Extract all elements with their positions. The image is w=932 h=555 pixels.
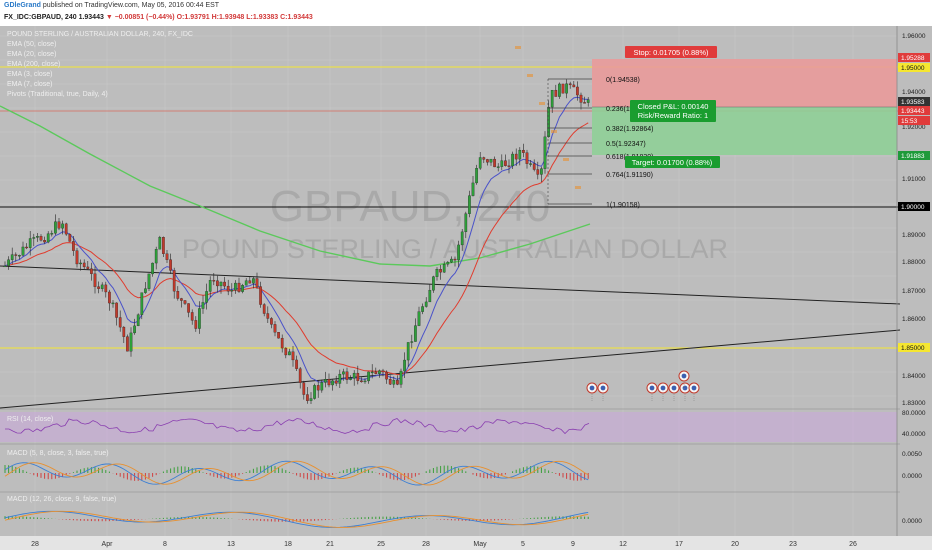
rsi-line bbox=[5, 418, 590, 435]
symbol-line: FX_IDC:GBPAUD, 240 1.93443 ▼ −0.00851 (−… bbox=[4, 14, 313, 22]
svg-text:1.91883: 1.91883 bbox=[901, 153, 925, 160]
publish-line: GDleGrand published on TradingView.com, … bbox=[4, 2, 219, 10]
svg-text:1.92000: 1.92000 bbox=[902, 124, 926, 131]
svg-text:Risk/Reward Ratio: 1: Risk/Reward Ratio: 1 bbox=[638, 111, 708, 120]
price-chart-svg[interactable]: GBPAUD, 240 POUND STERLING / AUSTRALIAN … bbox=[0, 26, 932, 536]
svg-text:1.93443: 1.93443 bbox=[901, 108, 925, 115]
svg-text:0.382(1.92864): 0.382(1.92864) bbox=[606, 126, 653, 133]
svg-text:0(1.94538): 0(1.94538) bbox=[606, 77, 640, 84]
legend-ema200[interactable]: EMA (200, close) bbox=[7, 61, 61, 68]
symbol-title: FX_IDC:GBPAUD, 240 bbox=[4, 14, 77, 21]
svg-text:1.89000: 1.89000 bbox=[902, 232, 926, 239]
svg-text:Target: 0.01700 (0.88%): Target: 0.01700 (0.88%) bbox=[632, 158, 713, 167]
time-tick: Apr bbox=[102, 541, 114, 548]
target-label: Target: 0.01700 (0.88%) bbox=[625, 156, 720, 168]
time-tick: 20 bbox=[731, 541, 739, 548]
time-tick: 25 bbox=[377, 541, 385, 548]
indicator-legend: POUND STERLING / AUSTRALIAN DOLLAR, 240,… bbox=[7, 30, 193, 100]
time-tick: 28 bbox=[31, 541, 39, 548]
stop-label: Stop: 0.01705 (0.88%) bbox=[625, 46, 717, 58]
time-tick: 8 bbox=[163, 541, 167, 548]
time-tick: 23 bbox=[789, 541, 797, 548]
candlestick-series bbox=[3, 79, 590, 405]
svg-text:1.87000: 1.87000 bbox=[902, 288, 926, 295]
ascending-trendline[interactable] bbox=[0, 329, 901, 409]
svg-text:1.84000: 1.84000 bbox=[902, 373, 926, 380]
svg-text:Stop: 0.01705 (0.88%): Stop: 0.01705 (0.88%) bbox=[633, 48, 709, 57]
ema-200-line bbox=[0, 105, 591, 267]
ohlc-values: O:1.93791 H:1.93948 L:1.93383 C:1.93443 bbox=[176, 14, 313, 21]
macd2-pane: 0.0000 bbox=[0, 491, 922, 528]
svg-text:Closed P&L: 0.00140: Closed P&L: 0.00140 bbox=[638, 102, 709, 111]
price-change: ▼ −0.00851 (−0.44%) bbox=[105, 14, 175, 21]
time-tick: 18 bbox=[284, 541, 292, 548]
rsi-tick-bottom: 40.0000 bbox=[902, 431, 926, 438]
legend-ema7[interactable]: EMA (7, close) bbox=[7, 81, 53, 88]
time-axis[interactable]: 28 Apr 8 13 18 21 25 28 May 5 9 12 17 20 23 26 bbox=[0, 536, 932, 550]
macd1-pane: 0.0050 0.0000 bbox=[0, 443, 922, 486]
svg-text:0.764(1.91190): 0.764(1.91190) bbox=[606, 172, 653, 179]
svg-text:15:53: 15:53 bbox=[901, 118, 918, 125]
macd2-tick-zero: 0.0000 bbox=[902, 518, 922, 525]
svg-text:1.91000: 1.91000 bbox=[902, 176, 926, 183]
published-text: published on TradingView.com, May 05, 20… bbox=[42, 2, 220, 9]
price-axis[interactable]: 1.96000 1.94000 1.92000 1.91000 1.89000 1.880… bbox=[898, 33, 930, 407]
time-tick: 17 bbox=[675, 541, 683, 548]
svg-text:1(1.90158): 1(1.90158) bbox=[606, 202, 640, 209]
macd2-label[interactable]: MACD (12, 26, close, 9, false, true) bbox=[7, 496, 117, 503]
author-link[interactable]: GDleGrand bbox=[4, 2, 41, 9]
svg-text:1.85000: 1.85000 bbox=[901, 345, 925, 352]
svg-text:1.94000: 1.94000 bbox=[902, 89, 926, 96]
legend-title: POUND STERLING / AUSTRALIAN DOLLAR, 240,… bbox=[7, 31, 193, 38]
svg-text:0.236(1.93...: 0.236(1.93... bbox=[606, 106, 645, 113]
publish-header: GDleGrand published on TradingView.com, … bbox=[0, 0, 932, 26]
svg-text:1.86000: 1.86000 bbox=[902, 316, 926, 323]
time-tick: 9 bbox=[571, 541, 575, 548]
svg-text:1.90000: 1.90000 bbox=[901, 204, 925, 211]
economic-event-icons[interactable] bbox=[586, 370, 700, 402]
svg-text:1.93583: 1.93583 bbox=[901, 99, 925, 106]
svg-text:1.95000: 1.95000 bbox=[901, 65, 925, 72]
time-tick: 13 bbox=[227, 541, 235, 548]
chart-area[interactable]: GBPAUD, 240 POUND STERLING / AUSTRALIAN … bbox=[0, 26, 932, 536]
time-tick: May bbox=[473, 541, 487, 548]
svg-text:0.5(1.92347): 0.5(1.92347) bbox=[606, 141, 646, 148]
macd1-tick-top: 0.0050 bbox=[902, 451, 922, 458]
svg-text:1.83000: 1.83000 bbox=[902, 400, 926, 407]
rsi-pane: 80.0000 40.0000 bbox=[0, 408, 926, 442]
rsi-tick-top: 80.0000 bbox=[902, 410, 926, 417]
time-tick: 26 bbox=[849, 541, 857, 548]
macd1-tick-zero: 0.0000 bbox=[902, 473, 922, 480]
rsi-label[interactable]: RSI (14, close) bbox=[7, 416, 54, 423]
ema-50-line bbox=[4, 122, 589, 376]
stop-zone[interactable] bbox=[592, 59, 897, 107]
ema-20-line bbox=[4, 96, 589, 383]
svg-text:1.96000: 1.96000 bbox=[902, 33, 926, 40]
legend-ema50[interactable]: EMA (50, close) bbox=[7, 41, 57, 48]
legend-ema3[interactable]: EMA (3, close) bbox=[7, 71, 53, 78]
time-tick: 12 bbox=[619, 541, 627, 548]
svg-text:1.88000: 1.88000 bbox=[902, 259, 926, 266]
time-tick: 28 bbox=[422, 541, 430, 548]
descending-trendline[interactable] bbox=[0, 265, 901, 305]
legend-ema20[interactable]: EMA (20, close) bbox=[7, 51, 57, 58]
time-tick: 21 bbox=[326, 541, 334, 548]
time-tick: 5 bbox=[521, 541, 525, 548]
last-price: 1.93443 bbox=[78, 14, 104, 21]
svg-text:1.95288: 1.95288 bbox=[901, 55, 925, 62]
macd1-label[interactable]: MACD (5, 8, close, 3, false, true) bbox=[7, 450, 109, 457]
pnl-label: Closed P&L: 0.00140 Risk/Reward Ratio: 1 bbox=[630, 100, 716, 122]
legend-pivots[interactable]: Pivots (Traditional, true, Daily, 4) bbox=[7, 91, 108, 98]
